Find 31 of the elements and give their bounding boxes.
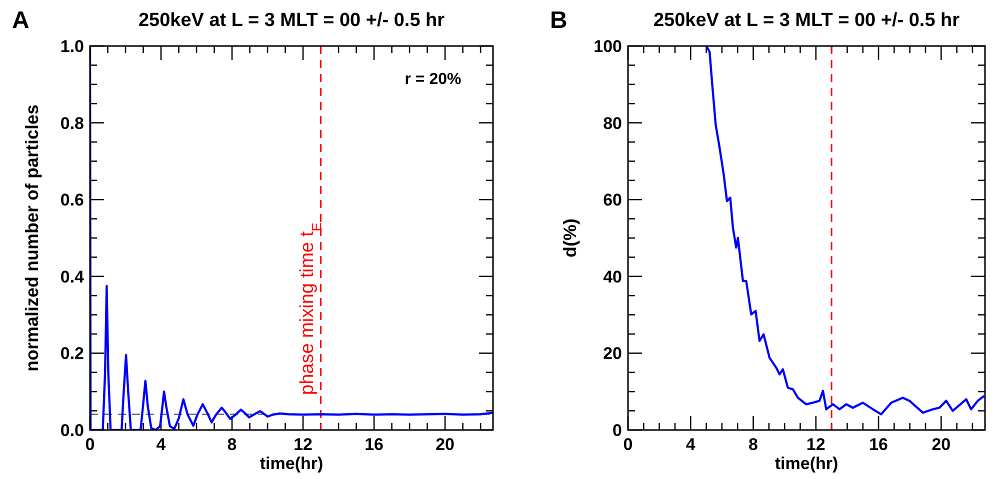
x-tick-label: 12 — [294, 435, 312, 454]
x-tick-label: 4 — [156, 435, 166, 454]
chart-title: 250keV at L = 3 MLT = 00 +/- 0.5 hr — [138, 10, 446, 31]
x-axis-title: time(hr) — [774, 454, 838, 473]
y-tick-label: 0 — [612, 420, 622, 440]
y-tick-label: 0.2 — [60, 344, 84, 364]
y-tick-label: 60 — [603, 190, 622, 210]
y-axis-title: normalized number of particles — [22, 104, 42, 372]
x-tick-label: 16 — [869, 435, 888, 454]
y-axis-title: d(%) — [560, 218, 580, 258]
y-tick-label: 1.0 — [60, 36, 84, 56]
x-tick-label: 12 — [806, 435, 826, 454]
x-tick-label: 20 — [932, 435, 951, 454]
y-tick-label: 80 — [603, 114, 622, 133]
y-tick-label: 40 — [603, 267, 622, 286]
y-tick-label: 0.8 — [60, 114, 84, 133]
text: A — [12, 7, 30, 34]
y-tick-label: 100 — [594, 36, 622, 56]
x-axis-title: time(hr) — [260, 454, 324, 473]
y-tick-label: 0.0 — [60, 420, 84, 440]
y-tick-label: 0.6 — [60, 190, 84, 210]
x-tick-label: 4 — [686, 435, 696, 454]
chart-title: 250keV at L = 3 MLT = 00 +/- 0.5 hr — [653, 10, 960, 31]
x-tick-label: 8 — [748, 435, 758, 454]
annotation: r = 20% — [404, 71, 462, 88]
y-tick-label: 20 — [603, 344, 622, 364]
y-tick-label: 0.4 — [60, 267, 85, 286]
x-tick-label: 16 — [364, 435, 384, 454]
x-tick-label: 8 — [227, 435, 237, 454]
text: B — [550, 7, 568, 34]
x-tick-label: 20 — [436, 435, 455, 454]
